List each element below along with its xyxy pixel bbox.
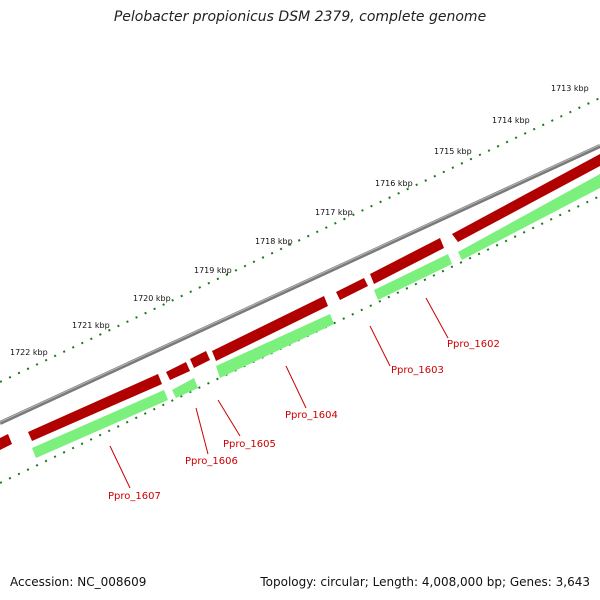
ruler-tick-label: 1720 kbp [133, 294, 171, 303]
ruler-tick-label: 1717 kbp [315, 208, 353, 217]
ruler-tick-label: 1718 kbp [255, 237, 293, 246]
gene-arrow-reverse-5[interactable] [32, 390, 168, 458]
gene-arrow-ppro-1606[interactable] [166, 362, 190, 380]
kbp-labels: 1713 kbp 1714 kbp 1715 kbp 1716 kbp 1717 kbp… [10, 84, 589, 357]
gene-labels: Ppro_1602 Ppro_1603 Ppro_1604 Ppro_1605 Ppro… [108, 339, 500, 502]
gene-arrow-ppro-1607[interactable] [28, 374, 162, 441]
genome-backbone [0, 144, 600, 425]
gene-arrow-ppro-1603[interactable] [370, 238, 444, 284]
forward-genes [0, 154, 600, 450]
ruler-tick-label: 1716 kbp [375, 179, 413, 188]
ruler-tick-label: 1714 kbp [492, 116, 530, 125]
ruler-tick-label: 1721 kbp [72, 321, 110, 330]
ruler-line [0, 97, 600, 383]
gene-arrow-ppro-1604[interactable] [212, 296, 328, 361]
ruler-tick-label: 1719 kbp [194, 266, 232, 275]
gene-arrow-reverse-4[interactable] [172, 378, 198, 398]
gene-label[interactable]: Ppro_1603 [391, 365, 444, 376]
gene-arrow-reverse-2[interactable] [374, 254, 452, 300]
map-title: Pelobacter propionicus DSM 2379, complet… [113, 9, 487, 25]
gene-arrow-reverse-3[interactable] [216, 314, 334, 378]
gene-label[interactable]: Ppro_1602 [447, 339, 500, 350]
accession-label: Accession: NC_008609 [10, 575, 147, 589]
gene-arrow-reverse-1[interactable] [458, 174, 600, 260]
gene-arrow-edge[interactable] [0, 434, 12, 450]
gene-arrow-ppro-1605[interactable] [190, 351, 210, 368]
ruler-tick-label: 1713 kbp [551, 84, 589, 93]
reverse-genes [32, 174, 600, 458]
ruler-tick-label: 1722 kbp [10, 348, 48, 357]
ruler-tick-label: 1715 kbp [434, 147, 472, 156]
gene-label[interactable]: Ppro_1605 [223, 439, 276, 450]
gene-arrow-ppro-1602-left[interactable] [452, 154, 600, 242]
genome-backbone-highlight [0, 144, 600, 423]
label-leaders [109, 297, 449, 489]
gene-label[interactable]: Ppro_1606 [185, 456, 238, 467]
gene-arrow-small-1[interactable] [336, 278, 368, 300]
inner-ruler-line [0, 195, 600, 484]
gene-label[interactable]: Ppro_1604 [285, 410, 338, 421]
topology-label: Topology: circular; Length: 4,008,000 bp… [260, 575, 590, 589]
gene-label[interactable]: Ppro_1607 [108, 491, 161, 502]
